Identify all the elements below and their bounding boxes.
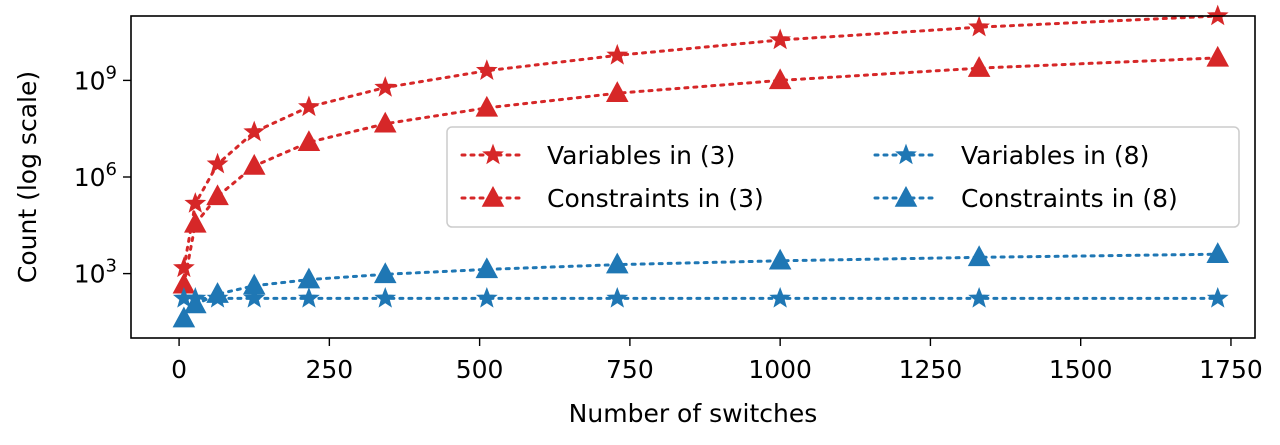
triangle-marker [475, 95, 499, 117]
y-tick-label-exponent: 6 [106, 159, 117, 180]
x-axis-label: Number of switches [569, 399, 818, 428]
legend: Variables in (3) Constraints in (3) Variab… [446, 126, 1240, 228]
star-marker [298, 95, 320, 117]
legend-triangle-icon [894, 185, 918, 207]
triangle-marker [768, 68, 792, 90]
x-tick-label: 1750 [1199, 355, 1263, 384]
star-marker [606, 43, 629, 65]
triangle-marker [373, 262, 397, 284]
legend-triangle-icon [481, 185, 505, 207]
y-tick-label-base: 10 [74, 163, 106, 192]
y-tick-label-exponent: 3 [106, 256, 117, 277]
triangle-marker [605, 252, 629, 274]
star-marker [1206, 286, 1229, 308]
triangle-marker [967, 56, 991, 77]
legend-label: Variables in (8) [961, 141, 1149, 170]
triangle-marker [184, 292, 207, 314]
star-marker [298, 286, 320, 308]
legend-label: Constraints in (8) [961, 184, 1178, 213]
y-tick-label: 109 [74, 62, 117, 95]
x-tick-label: 1250 [899, 355, 963, 384]
triangle-marker [206, 184, 229, 206]
series-0 [173, 4, 1229, 278]
y-tick-label: 103 [74, 256, 117, 289]
triangle-marker [172, 306, 196, 328]
y-tick-label-base: 10 [74, 260, 106, 289]
legend-label: Constraints in (3) [547, 184, 764, 213]
x-tick-label: 1000 [748, 355, 812, 384]
triangle-marker [297, 130, 321, 151]
legend-items: Variables in (3) Constraints in (3) Variab… [460, 141, 1178, 213]
star-marker [206, 152, 229, 174]
x-axis: 0 250 500 750 1000 1250 1500 1750 [171, 338, 1263, 384]
x-tick-label: 750 [606, 355, 654, 384]
x-tick-label: 250 [305, 355, 353, 384]
triangle-marker [1206, 45, 1230, 67]
triangle-marker [967, 245, 991, 267]
triangle-marker [768, 248, 792, 270]
star-marker [243, 120, 266, 142]
x-tick-label: 1500 [1049, 355, 1113, 384]
legend-item: Constraints in (3) [460, 184, 764, 213]
y-axis-label: Count (log scale) [13, 71, 42, 283]
star-marker [769, 28, 792, 50]
triangle-marker [184, 211, 207, 233]
triangle-marker [242, 153, 266, 175]
legend-star-icon [895, 143, 917, 165]
star-marker [374, 76, 397, 97]
triangle-marker [297, 267, 321, 289]
series-3 [172, 242, 1230, 328]
triangle-marker [1206, 242, 1230, 263]
star-marker [968, 15, 990, 37]
star-marker [184, 192, 207, 213]
legend-label: Variables in (3) [547, 141, 735, 170]
y-tick-label-base: 10 [74, 66, 106, 95]
triangle-marker [242, 273, 266, 295]
legend-box [446, 126, 1240, 228]
legend-star-icon [482, 143, 504, 165]
series-2 [173, 286, 1229, 308]
star-marker [769, 286, 792, 308]
legend-item: Variables in (3) [460, 141, 735, 170]
series-layer [172, 4, 1230, 328]
star-marker [374, 286, 397, 308]
star-marker [1206, 4, 1229, 26]
star-marker [243, 286, 266, 308]
triangle-marker [206, 282, 229, 303]
legend-item: Variables in (8) [873, 141, 1149, 170]
x-tick-label: 0 [171, 355, 187, 384]
star-marker [173, 256, 195, 278]
legend-item: Constraints in (8) [873, 184, 1178, 213]
y-tick-label: 106 [74, 159, 117, 192]
triangle-marker [373, 111, 397, 133]
series-line [182, 252, 1220, 321]
star-marker [475, 59, 498, 80]
y-tick-label-exponent: 9 [106, 62, 117, 83]
x-tick-label: 500 [456, 355, 504, 384]
series-1 [172, 45, 1230, 294]
triangle-marker [475, 257, 499, 279]
triangle-marker [605, 81, 629, 102]
star-marker [968, 286, 990, 308]
star-marker [475, 286, 498, 308]
star-marker [606, 286, 629, 308]
